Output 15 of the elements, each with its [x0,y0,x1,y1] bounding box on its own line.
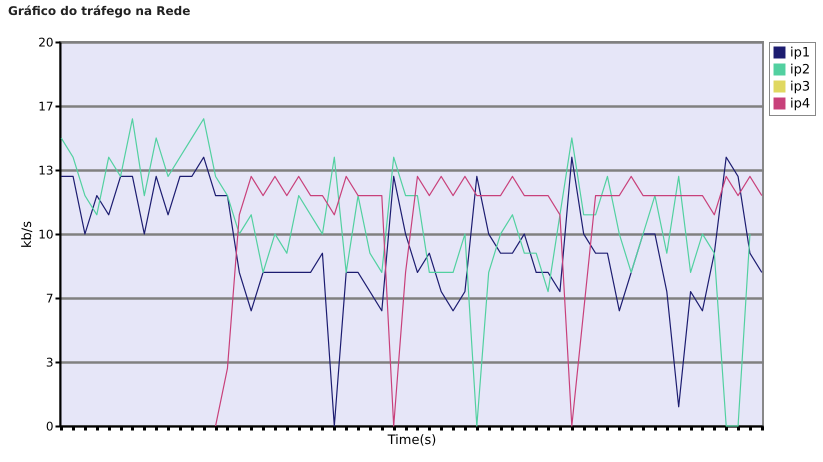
legend-label: ip3 [790,80,810,94]
y-tick-label: 7 [46,291,54,306]
chart-title: Gráfico do tráfego na Rede [8,4,190,18]
y-tick-label: 0 [46,420,54,434]
line-series [214,176,762,427]
y-tick-label: 3 [46,356,54,370]
x-axis-title: Time(s) [386,433,436,448]
legend-label: ip4 [790,96,810,112]
y-tick-label: 17 [38,99,54,114]
y-axis-title: kb/s [20,220,36,248]
legend-label: ip2 [790,62,810,78]
y-tick-label: 10 [38,228,54,242]
y-tick-label: 20 [38,36,54,50]
legend-label: ip1 [790,46,810,60]
y-tick-label: 13 [38,164,54,178]
